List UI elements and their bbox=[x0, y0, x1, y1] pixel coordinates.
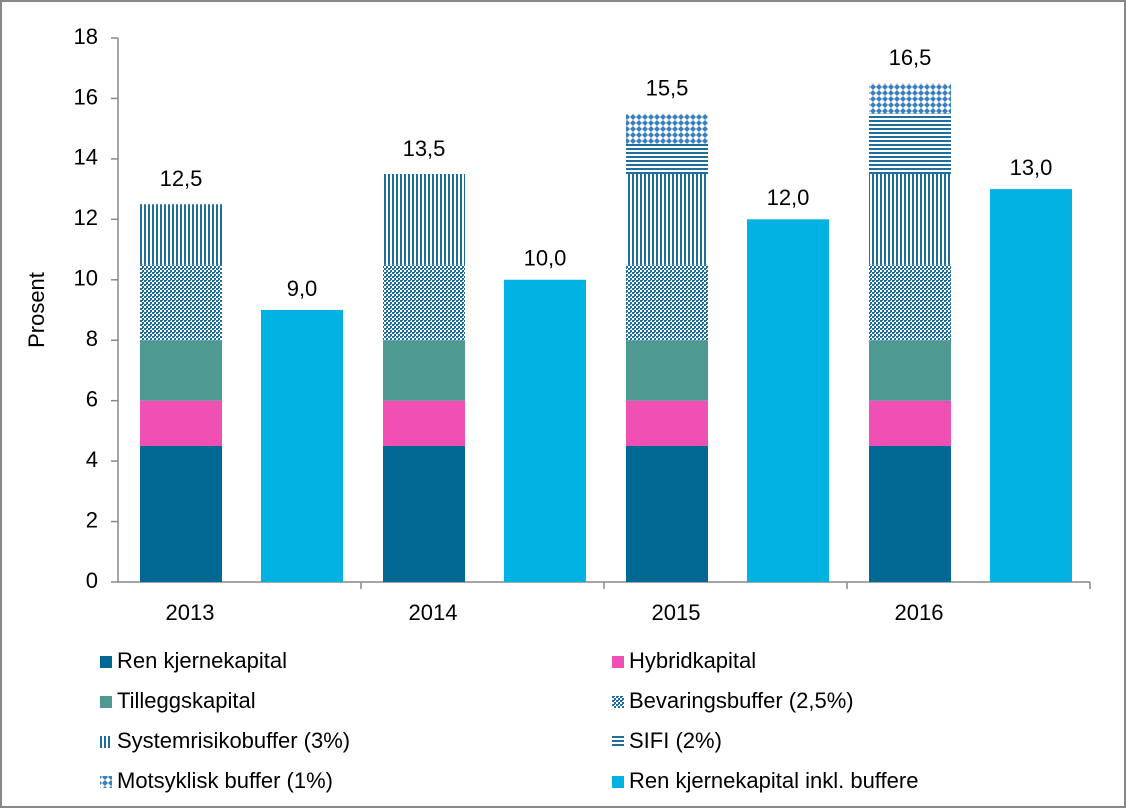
bar bbox=[747, 219, 829, 583]
bar bbox=[504, 279, 586, 582]
bar-segment bbox=[869, 340, 951, 401]
bar-segment bbox=[140, 264, 222, 341]
bar-segment bbox=[626, 340, 708, 401]
legend-label: Ren kjernekapital bbox=[117, 648, 287, 673]
legend-swatch bbox=[612, 776, 624, 788]
x-tick-label: 2015 bbox=[652, 600, 701, 625]
bar-segment bbox=[140, 400, 222, 446]
y-tick-label: 14 bbox=[74, 145, 98, 170]
y-tick-label: 8 bbox=[86, 326, 98, 351]
x-tick-label: 2014 bbox=[409, 600, 458, 625]
y-tick-label: 10 bbox=[74, 266, 98, 291]
bar-segment bbox=[869, 174, 951, 265]
legend-label: Hybridkapital bbox=[629, 648, 756, 673]
value-label: 12,0 bbox=[767, 185, 810, 210]
y-tick-label: 18 bbox=[74, 24, 98, 49]
bar-segment bbox=[140, 340, 222, 401]
bar-segment bbox=[626, 400, 708, 446]
bar-segment bbox=[869, 113, 951, 174]
legend-swatch bbox=[100, 736, 112, 748]
bar-segment bbox=[626, 264, 708, 341]
bar-segment bbox=[383, 446, 465, 582]
bar-segment bbox=[869, 446, 951, 582]
value-label: 9,0 bbox=[287, 276, 318, 301]
y-tick-label: 4 bbox=[86, 447, 98, 472]
y-axis-title: Prosent bbox=[24, 272, 49, 348]
legend-label: SIFI (2%) bbox=[629, 728, 722, 753]
legend-label: Systemrisikobuffer (3%) bbox=[117, 728, 350, 753]
bar-segment bbox=[869, 83, 951, 114]
y-tick-label: 6 bbox=[86, 386, 98, 411]
bar-segment bbox=[383, 340, 465, 401]
y-tick-label: 16 bbox=[74, 84, 98, 109]
legend-label: Bevaringsbuffer (2,5%) bbox=[629, 688, 854, 713]
value-label: 13,0 bbox=[1010, 155, 1053, 180]
legend-swatch bbox=[100, 776, 112, 788]
bar-segment bbox=[140, 204, 222, 265]
bar-segment bbox=[626, 113, 708, 144]
value-label: 10,0 bbox=[524, 246, 567, 271]
bar-segment bbox=[869, 400, 951, 446]
legend-swatch bbox=[100, 696, 112, 708]
bar bbox=[261, 310, 343, 582]
total-label: 13,5 bbox=[403, 136, 446, 161]
y-tick-label: 2 bbox=[86, 507, 98, 532]
bar-segment bbox=[626, 446, 708, 582]
legend-label: Ren kjernekapital inkl. buffere bbox=[629, 768, 918, 793]
legend-swatch bbox=[612, 656, 624, 668]
bar-segment bbox=[383, 264, 465, 341]
bar bbox=[990, 189, 1072, 582]
bar-segment bbox=[869, 264, 951, 341]
y-tick-label: 0 bbox=[86, 568, 98, 593]
total-label: 15,5 bbox=[646, 75, 689, 100]
total-label: 12,5 bbox=[160, 166, 203, 191]
total-label: 16,5 bbox=[889, 45, 932, 70]
bar-segment bbox=[383, 174, 465, 265]
bar-segment bbox=[626, 174, 708, 265]
bar-segment bbox=[140, 446, 222, 582]
y-tick-label: 12 bbox=[74, 205, 98, 230]
x-tick-label: 2016 bbox=[895, 600, 944, 625]
bar-segment bbox=[383, 400, 465, 446]
legend-label: Tilleggskapital bbox=[117, 688, 256, 713]
bar-segment bbox=[626, 143, 708, 174]
x-tick-label: 2013 bbox=[166, 600, 215, 625]
legend-swatch bbox=[612, 696, 624, 708]
legend-swatch bbox=[612, 736, 624, 748]
legend-swatch bbox=[100, 656, 112, 668]
legend-label: Motsyklisk buffer (1%) bbox=[117, 768, 333, 793]
